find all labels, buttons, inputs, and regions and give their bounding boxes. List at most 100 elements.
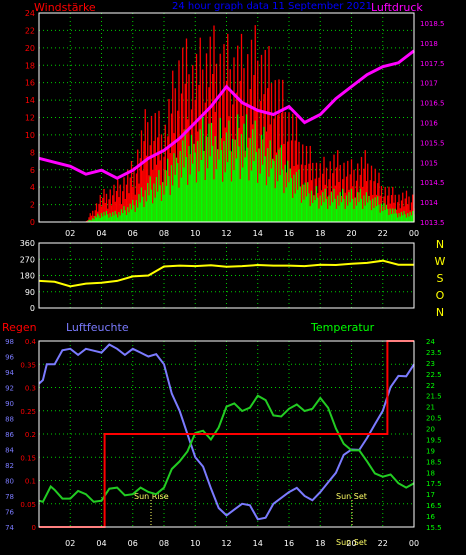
wind-speed-tick: 18 [25,61,35,70]
humidity-tick: 82 [5,462,14,470]
humidity-tick: 90 [5,400,14,408]
x-tick-label: 04 [96,539,106,548]
x-tick-label: 20 [346,539,356,548]
top-panel-frame [38,12,415,223]
wind-speed-series [85,25,415,222]
humidity-tick: 94 [5,369,14,377]
x-tick-label: 14 [253,229,263,238]
rain-tick: 0.1 [25,478,36,486]
direction-tick: 270 [20,255,35,264]
x-tick-label: 16 [284,229,294,238]
pressure-axis: 1013.5 1014 1014.5 1015 1015.5 1016 1016.5 1017… [420,20,445,227]
rain-tick: 0 [32,524,36,532]
pressure-tick: 1014 [420,199,438,207]
rain-tick: 0.35 [20,361,36,369]
temperature-tick: 17.5 [426,480,442,488]
temperature-tick: 20.5 [426,415,442,423]
direction-letter: N [436,238,444,251]
direction-tick: 90 [25,288,35,297]
temperature-tick: 23 [426,360,435,368]
x-tick-label: 18 [315,539,325,548]
direction-tick: 360 [20,239,35,248]
sun-set-label: Sun Set [336,492,367,501]
direction-panel-frame [38,242,415,309]
humidity-line [38,343,415,521]
temperature-tick: 24 [426,338,435,346]
temperature-tick: 15.5 [426,524,442,532]
humidity-tick: 80 [5,478,14,486]
rain-tick: 0.2 [25,431,36,439]
temperature-tick: 21.5 [426,393,442,401]
wind-speed-tick: 10 [25,131,35,140]
humidity-tick: 78 [5,493,14,501]
pressure-tick: 1017.5 [420,60,445,68]
wind-speed-tick: 0 [30,218,35,227]
wind-speed-tick: 2 [30,201,35,210]
humidity-tick: 74 [5,524,14,532]
luftfeuchte-label: Luftfeuchte [66,321,129,334]
x-tick-label: 00 [409,229,419,238]
pressure-tick: 1013.5 [420,219,445,227]
rain-tick: 0.4 [25,338,37,346]
direction-tick: 0 [30,304,35,313]
pressure-tick: 1018.5 [420,20,445,28]
x-tick-label: 00 [409,539,419,548]
temperature-tick: 18.5 [426,458,442,466]
wind-speed-tick: 22 [25,26,35,35]
temperature-tick: 19 [426,447,435,455]
sun-rise-label: Sun Rise [134,492,169,501]
x-tick-label: 18 [315,229,325,238]
x-tick-label: 08 [159,229,169,238]
wind-speed-tick: 24 [25,9,35,18]
direction-letter: W [435,255,446,268]
bottom-panel-frame [38,340,415,528]
x-tick-label: 10 [190,539,200,548]
wind-speed-tick: 20 [25,44,35,53]
x-tick-label: 20 [346,229,356,238]
x-tick-label: 04 [96,229,106,238]
temperature-tick: 19.5 [426,436,442,444]
wind-direction-line [38,259,414,288]
rain-tick: 0.05 [20,501,36,509]
pressure-tick: 1017 [420,80,438,88]
humidity-tick: 84 [5,447,14,455]
temperatur-label: Temperatur [310,321,375,334]
temperature-tick: 18 [426,469,435,477]
wind-speed-tick: 6 [30,166,35,175]
pressure-tick: 1014.5 [420,179,445,187]
direction-tick: 180 [20,272,35,281]
graph-date-title: 24 hour graph data 11 September 2021 [172,1,372,12]
bottom-panel-x-axis: 02 04 06 08 10 12 14 16 18 20 22 00 [65,539,419,548]
direction-panel-grid [39,243,414,308]
wind-speed-tick: 8 [30,148,35,157]
rain-tick: 0.25 [20,408,36,416]
sun-set-bottom-label: Sun Set [336,538,367,547]
rain-axis: 0 0.05 0.1 0.15 0.2 0.25 0.3 0.35 0.4 [20,338,36,532]
humidity-axis: 74 76 78 80 82 84 86 88 90 92 94 96 98 [5,338,14,532]
wind-speed-tick: 16 [25,79,35,88]
temperature-tick: 16.5 [426,502,442,510]
temperature-tick: 22.5 [426,371,442,379]
temperature-tick: 20 [426,426,435,434]
temperature-tick: 17 [426,491,435,499]
temperature-axis: 15.5 16 16.5 17 17.5 18 18.5 19 19.5 20 20.5 21 21.5… [426,338,442,532]
pressure-tick: 1015.5 [420,139,445,147]
direction-letter: N [436,306,444,319]
x-tick-label: 16 [284,539,294,548]
temperature-tick: 21 [426,404,435,412]
x-tick-label: 02 [65,229,75,238]
pressure-tick: 1015 [420,159,438,167]
pressure-tick: 1016.5 [420,100,445,108]
humidity-tick: 86 [5,431,14,439]
humidity-tick: 98 [5,338,14,346]
rain-tick: 0.3 [25,385,36,393]
direction-letter: O [436,289,445,302]
temperature-tick: 22 [426,382,435,390]
temperature-line [38,394,415,503]
wind-speed-tick: 12 [25,114,35,123]
x-tick-label: 10 [190,229,200,238]
x-tick-label: 06 [128,229,138,238]
